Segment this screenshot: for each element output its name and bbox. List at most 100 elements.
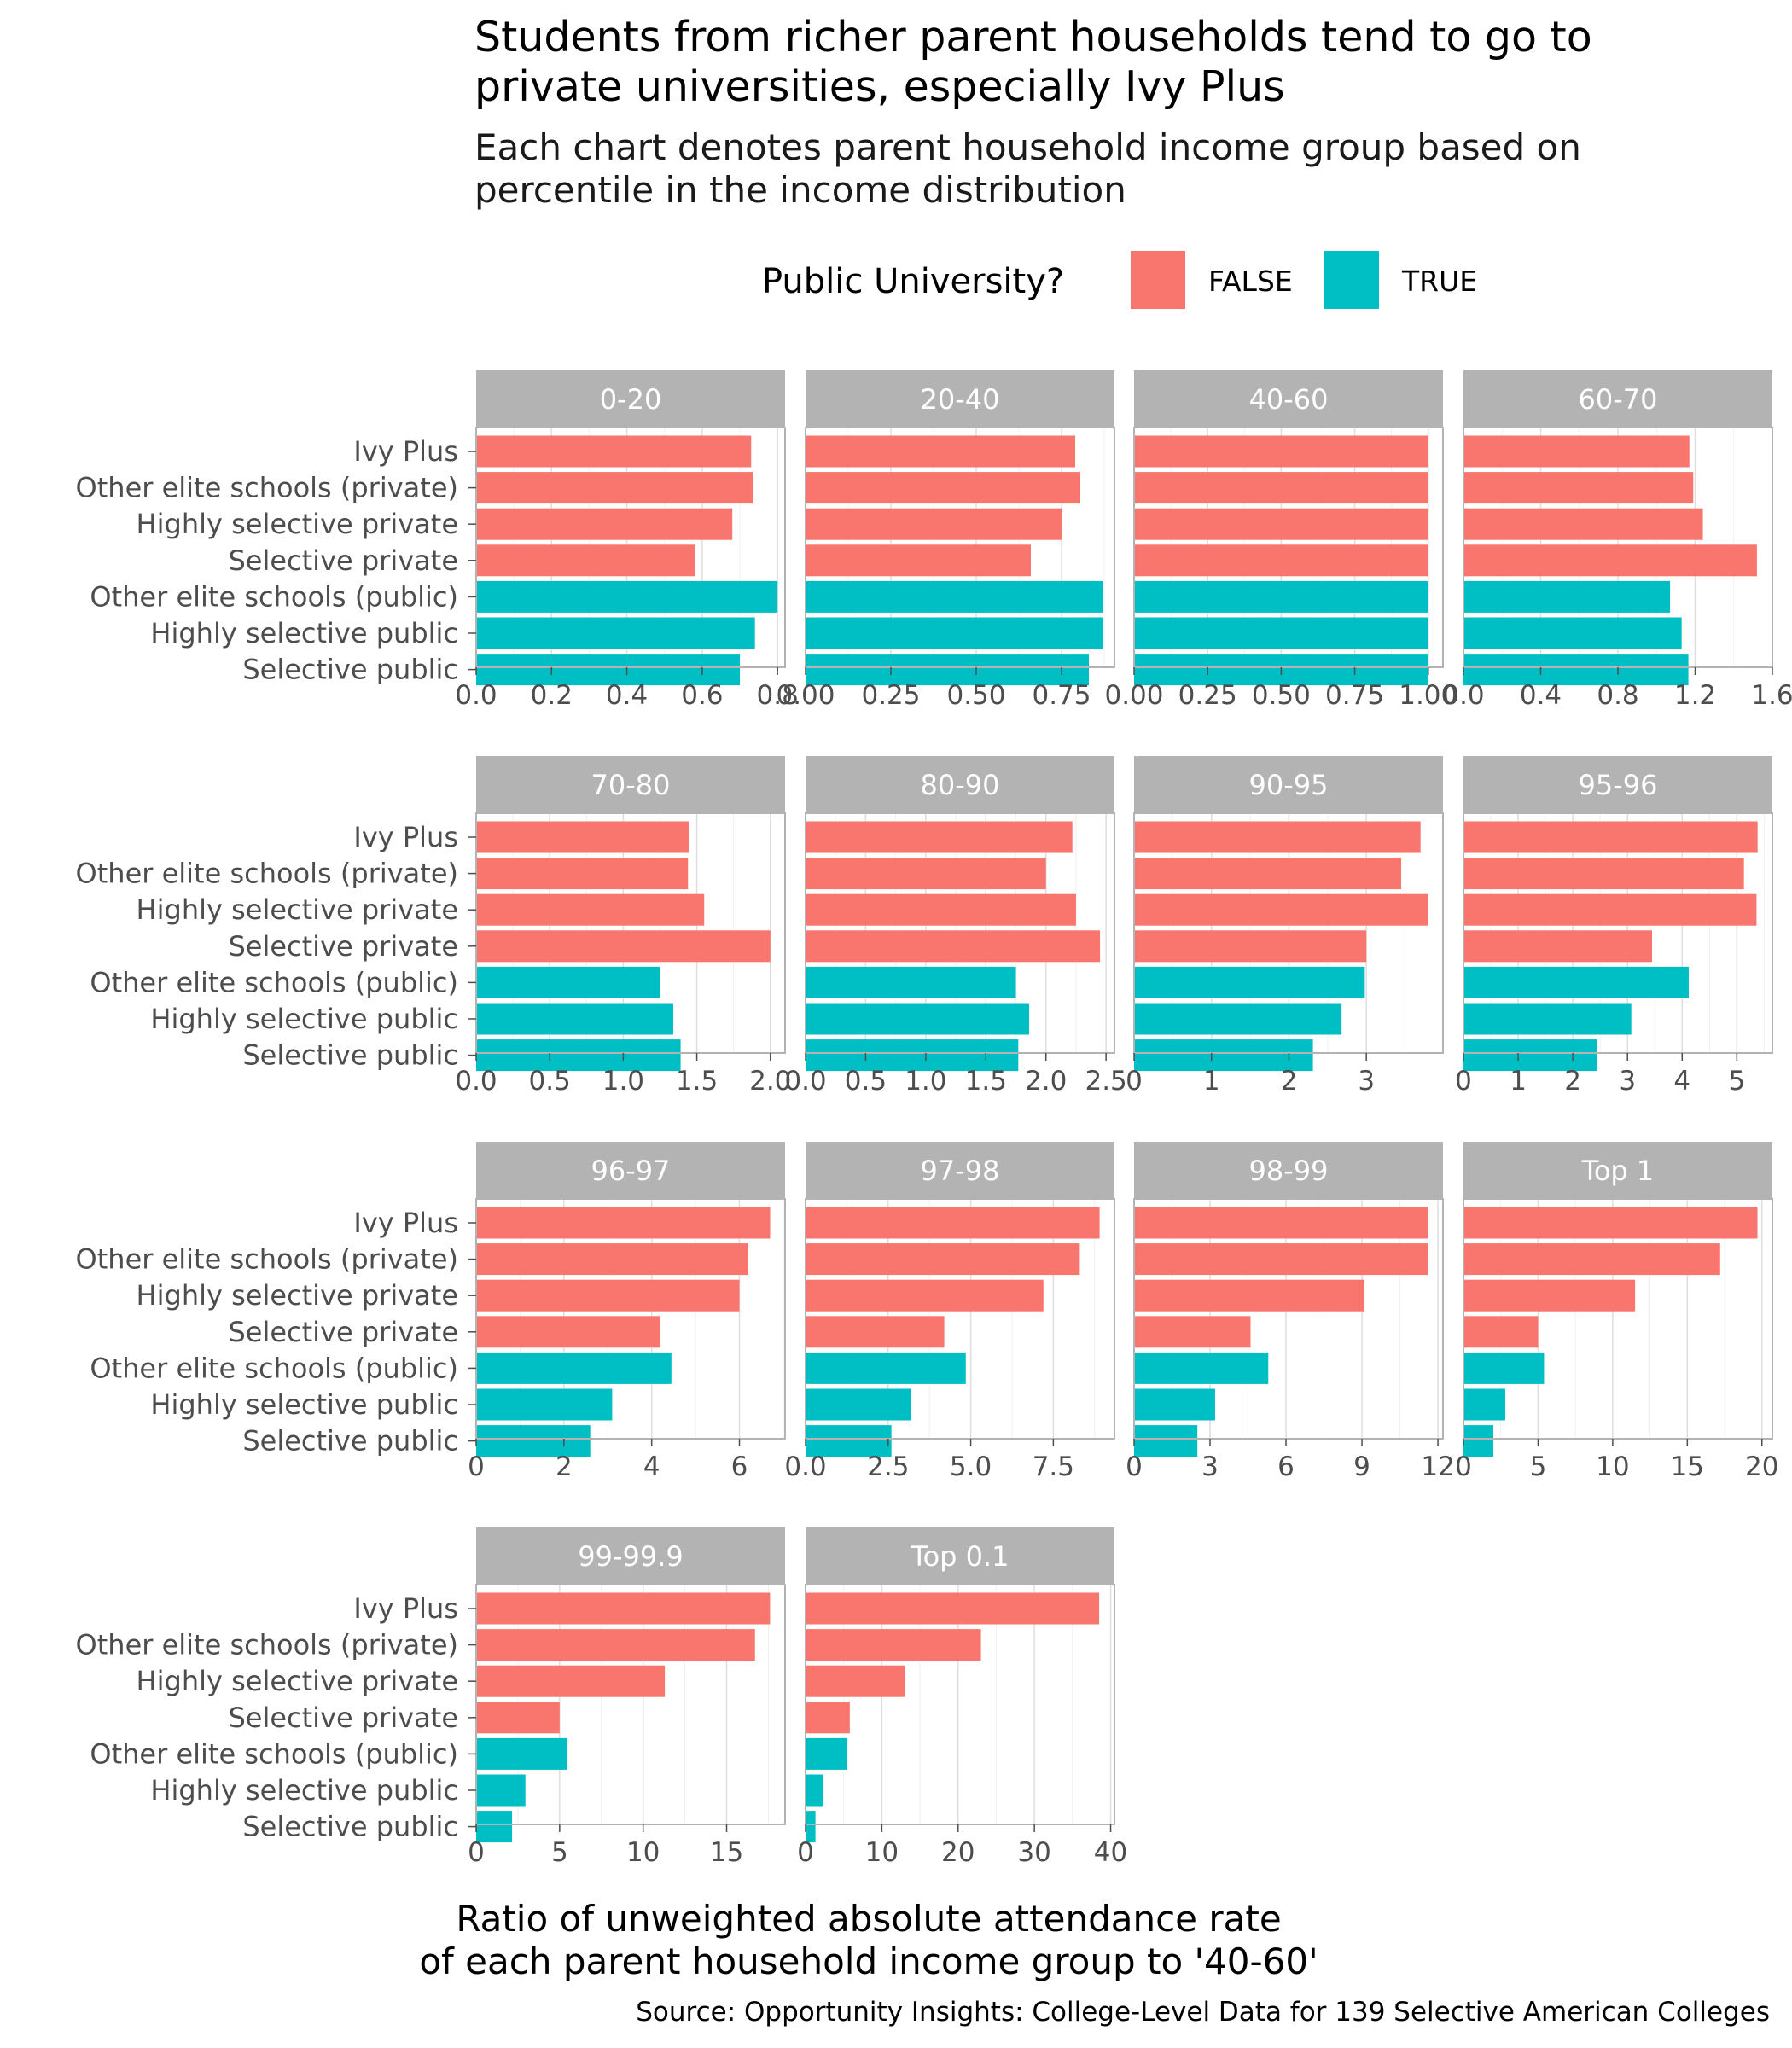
bar xyxy=(806,617,1103,649)
strip-label: Top 0.1 xyxy=(910,1540,1009,1573)
bar xyxy=(1134,1039,1313,1072)
x-tick-label: 0.00 xyxy=(1104,680,1163,711)
strip-background xyxy=(1463,756,1772,813)
bar xyxy=(1134,1243,1428,1276)
x-tick-label: 0 xyxy=(1126,1066,1143,1097)
x-tick-label: 3 xyxy=(1619,1066,1636,1097)
x-tick-label: 0 xyxy=(1455,1452,1472,1482)
x-tick-label: 0.0 xyxy=(1442,680,1484,711)
panel-border xyxy=(475,427,786,668)
bar xyxy=(476,544,695,577)
bar xyxy=(1463,472,1694,504)
category-label: Highly selective public xyxy=(150,1388,458,1421)
panel-border xyxy=(805,1198,1115,1440)
bar xyxy=(476,1207,771,1239)
bar xyxy=(1134,544,1428,577)
bar xyxy=(1134,1207,1428,1239)
bar xyxy=(476,508,733,540)
bar xyxy=(476,966,660,998)
x-tick-label: 5 xyxy=(551,1837,568,1868)
bar xyxy=(1463,1316,1539,1348)
legend-title: Public University? xyxy=(762,262,1064,301)
x-tick-label: 0.4 xyxy=(606,680,648,711)
chart-title-line-2: private universities, especially Ivy Plu… xyxy=(474,62,1285,111)
bar xyxy=(806,1425,892,1457)
category-label: Highly selective public xyxy=(150,617,458,649)
panel-border xyxy=(1463,812,1773,1054)
x-tick-label: 1.5 xyxy=(676,1066,718,1097)
strip-background xyxy=(806,1142,1114,1199)
bar xyxy=(806,1207,1100,1239)
x-axis-title-line-1: Ratio of unweighted absolute attendance … xyxy=(456,1898,1281,1940)
category-label: Ivy Plus xyxy=(353,1592,458,1625)
x-axis-title-line-2: of each parent household income group to… xyxy=(419,1940,1318,1982)
strip-label: 97-98 xyxy=(921,1155,1000,1187)
x-tick-label: 0.75 xyxy=(1032,680,1091,711)
bar xyxy=(476,617,755,649)
x-tick-label: 0.25 xyxy=(861,680,920,711)
chart-subtitle-line-1: Each chart denotes parent household inco… xyxy=(474,126,1581,168)
x-tick-label: 0.50 xyxy=(1252,680,1311,711)
bar xyxy=(1134,617,1428,649)
panel-90-95: 90-95 0 1 2 3 xyxy=(1126,756,1444,1097)
x-tick-label: 0.5 xyxy=(529,1066,571,1097)
panel-20-40: 20-40 0.00 0.25 0.50 0.75 xyxy=(776,370,1115,711)
x-tick-label: 2 xyxy=(1281,1066,1298,1097)
strip-label: 0-20 xyxy=(600,383,662,416)
x-tick-label: 0.6 xyxy=(681,680,723,711)
bar xyxy=(1463,821,1758,853)
category-label: Highly selective private xyxy=(137,508,458,540)
bar xyxy=(1463,966,1689,998)
bar xyxy=(1463,1425,1493,1457)
strip-background xyxy=(1463,370,1772,428)
legend: Public University? FALSE TRUE xyxy=(762,251,1477,309)
category-label: Other elite schools (private) xyxy=(76,858,458,890)
bar xyxy=(806,966,1016,998)
strip-label: 98-99 xyxy=(1249,1155,1329,1187)
bar xyxy=(806,1592,1100,1625)
bar xyxy=(476,1243,748,1276)
panel-98-99: 98-99 0 3 6 9 12 xyxy=(1126,1142,1455,1482)
x-tick-label: 12 xyxy=(1421,1452,1454,1482)
bar xyxy=(1134,1279,1365,1312)
x-tick-label: 40 xyxy=(1094,1837,1127,1868)
x-tick-label: 1.0 xyxy=(602,1066,644,1097)
x-tick-label: 7.5 xyxy=(1033,1452,1074,1482)
panel-60-70: 60-70 0.0 0.4 0.8 1.2 1.6 xyxy=(1442,370,1792,711)
strip-label: Top 1 xyxy=(1581,1155,1655,1187)
x-tick-label: 3 xyxy=(1358,1066,1375,1097)
bar xyxy=(476,580,778,613)
panel-97-98: 97-98 0.0 2.5 5.0 7.5 xyxy=(784,1142,1115,1482)
bar xyxy=(1463,1207,1758,1239)
bar xyxy=(476,1352,672,1384)
category-label: Other elite schools (private) xyxy=(76,472,458,504)
panel-40-60: 40-60 0.00 0.25 0.50 0.75 1.00 xyxy=(1104,370,1457,711)
strip-label: 95-96 xyxy=(1579,769,1658,801)
x-tick-label: 10 xyxy=(1596,1452,1629,1482)
category-label: Selective private xyxy=(228,1316,458,1348)
panel-top-1: Top 1 0 5 10 15 20 xyxy=(1455,1142,1778,1482)
bar xyxy=(1134,821,1421,853)
bar xyxy=(476,1003,673,1035)
bar xyxy=(1134,1388,1215,1421)
bar xyxy=(476,1039,681,1072)
bar xyxy=(1463,654,1689,686)
bar xyxy=(476,1316,660,1348)
bar xyxy=(476,930,771,963)
bar xyxy=(476,1774,526,1807)
panel-border xyxy=(805,812,1115,1054)
panel-0-20: 0-20 0.0 0.2 0.4 0.6 0.8 Ivy Plus Other elite s… xyxy=(76,370,799,711)
panel-border xyxy=(1133,1198,1444,1440)
bar xyxy=(476,654,741,686)
bar xyxy=(476,1592,771,1625)
category-label: Selective private xyxy=(228,1702,458,1734)
panel-border xyxy=(475,812,786,1054)
panel-border xyxy=(1463,1198,1773,1440)
x-tick-label: 5 xyxy=(1728,1066,1745,1097)
category-label: Highly selective private xyxy=(137,1279,458,1312)
bar xyxy=(476,1425,591,1457)
x-tick-label: 0.50 xyxy=(946,680,1005,711)
chart-title-line-1: Students from richer parent households t… xyxy=(474,13,1592,61)
category-label: Ivy Plus xyxy=(353,821,458,853)
strip-label: 40-60 xyxy=(1249,383,1329,416)
